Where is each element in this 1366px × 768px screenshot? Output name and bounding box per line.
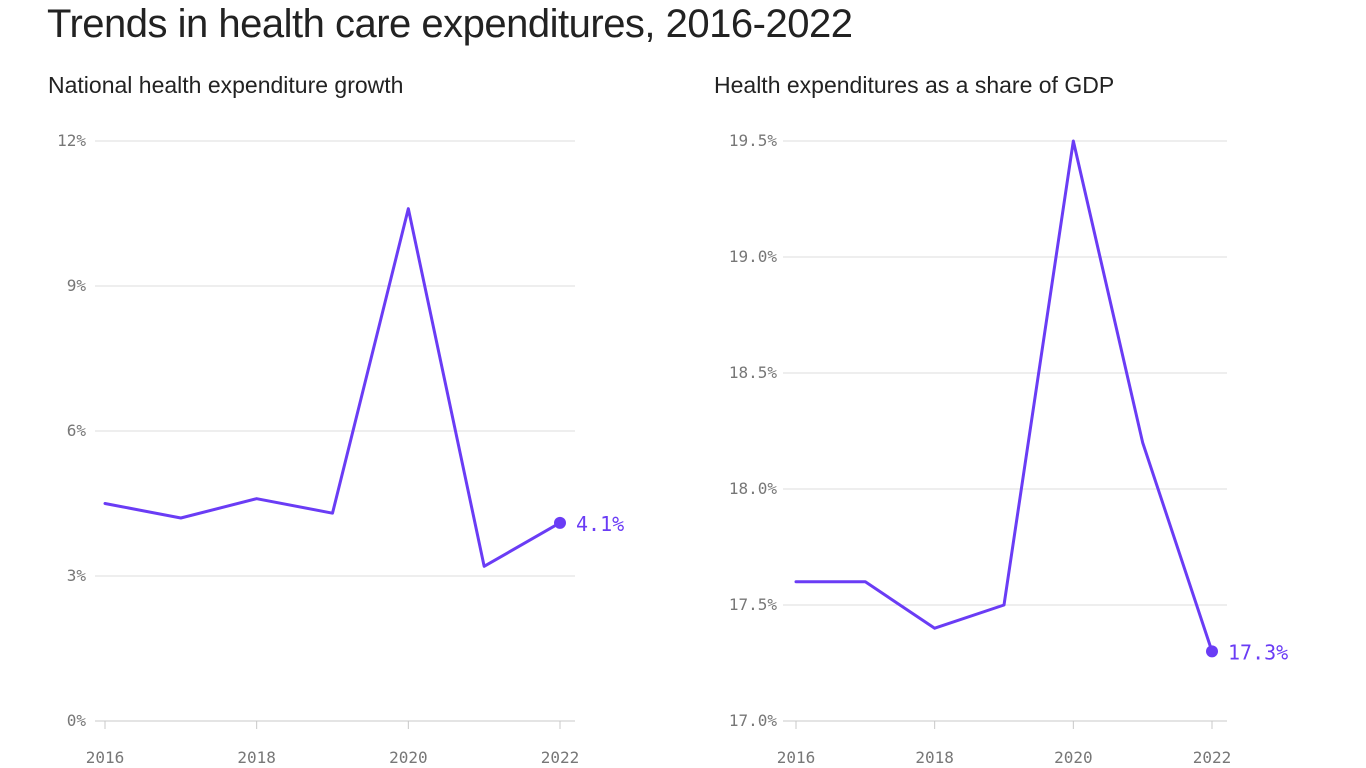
gdp-series-line [794, 139, 1214, 653]
growth-x-tick-label: 2020 [389, 748, 428, 767]
share-of-gdp-chart: 17.0% 17.5% 18.0% 18.5% 19.0% 19.5% 2016 2018 20… [729, 131, 1288, 767]
page-title: Trends in health care expenditures, 2016… [47, 2, 853, 46]
growth-data-point [103, 502, 107, 506]
growth-x-tick-label: 2016 [86, 748, 125, 767]
gdp-y-tick-label: 19.0% [729, 247, 778, 266]
gdp-data-point [1071, 139, 1075, 143]
gdp-y-tick-label: 18.5% [729, 363, 778, 382]
gdp-x-tick-label: 2022 [1193, 748, 1232, 767]
gdp-data-point [794, 580, 798, 584]
expenditure-growth-chart: 0% 3% 6% 9% 12% 2016 2018 2020 2022 4.1% [57, 131, 624, 767]
growth-y-tick-label: 12% [57, 131, 86, 150]
gdp-y-tick-label: 18.0% [729, 479, 778, 498]
growth-data-point [255, 497, 259, 501]
growth-data-point [406, 207, 410, 211]
gdp-end-point [1206, 645, 1218, 658]
gdp-data-point [1002, 603, 1006, 607]
growth-x-tick-label: 2022 [541, 748, 580, 767]
gdp-y-tick-label: 17.0% [729, 711, 778, 730]
growth-y-tick-label: 9% [67, 276, 87, 295]
growth-end-value-label: 4.1% [576, 512, 624, 536]
gdp-x-tick-label: 2016 [777, 748, 816, 767]
growth-series-line [103, 207, 562, 568]
growth-x-tick-label: 2018 [237, 748, 276, 767]
growth-data-point [331, 511, 335, 515]
gdp-data-point [1141, 441, 1145, 445]
gdp-x-tick-label: 2020 [1054, 748, 1093, 767]
growth-y-tick-label: 0% [67, 711, 87, 730]
gdp-x-tick-label: 2018 [915, 748, 954, 767]
gdp-y-tick-label: 19.5% [729, 131, 778, 150]
growth-end-point [554, 516, 566, 529]
growth-y-tick-label: 3% [67, 566, 87, 585]
chart-title-expenditure-growth: National health expenditure growth [48, 72, 404, 98]
chart-title-share-of-gdp: Health expenditures as a share of GDP [714, 72, 1115, 98]
growth-y-tick-label: 6% [67, 421, 87, 440]
gdp-end-value-label: 17.3% [1228, 640, 1288, 664]
growth-data-point [179, 516, 183, 520]
gdp-data-point [863, 580, 867, 584]
growth-data-point [482, 564, 486, 568]
gdp-y-tick-label: 17.5% [729, 595, 778, 614]
gdp-data-point [933, 626, 937, 630]
